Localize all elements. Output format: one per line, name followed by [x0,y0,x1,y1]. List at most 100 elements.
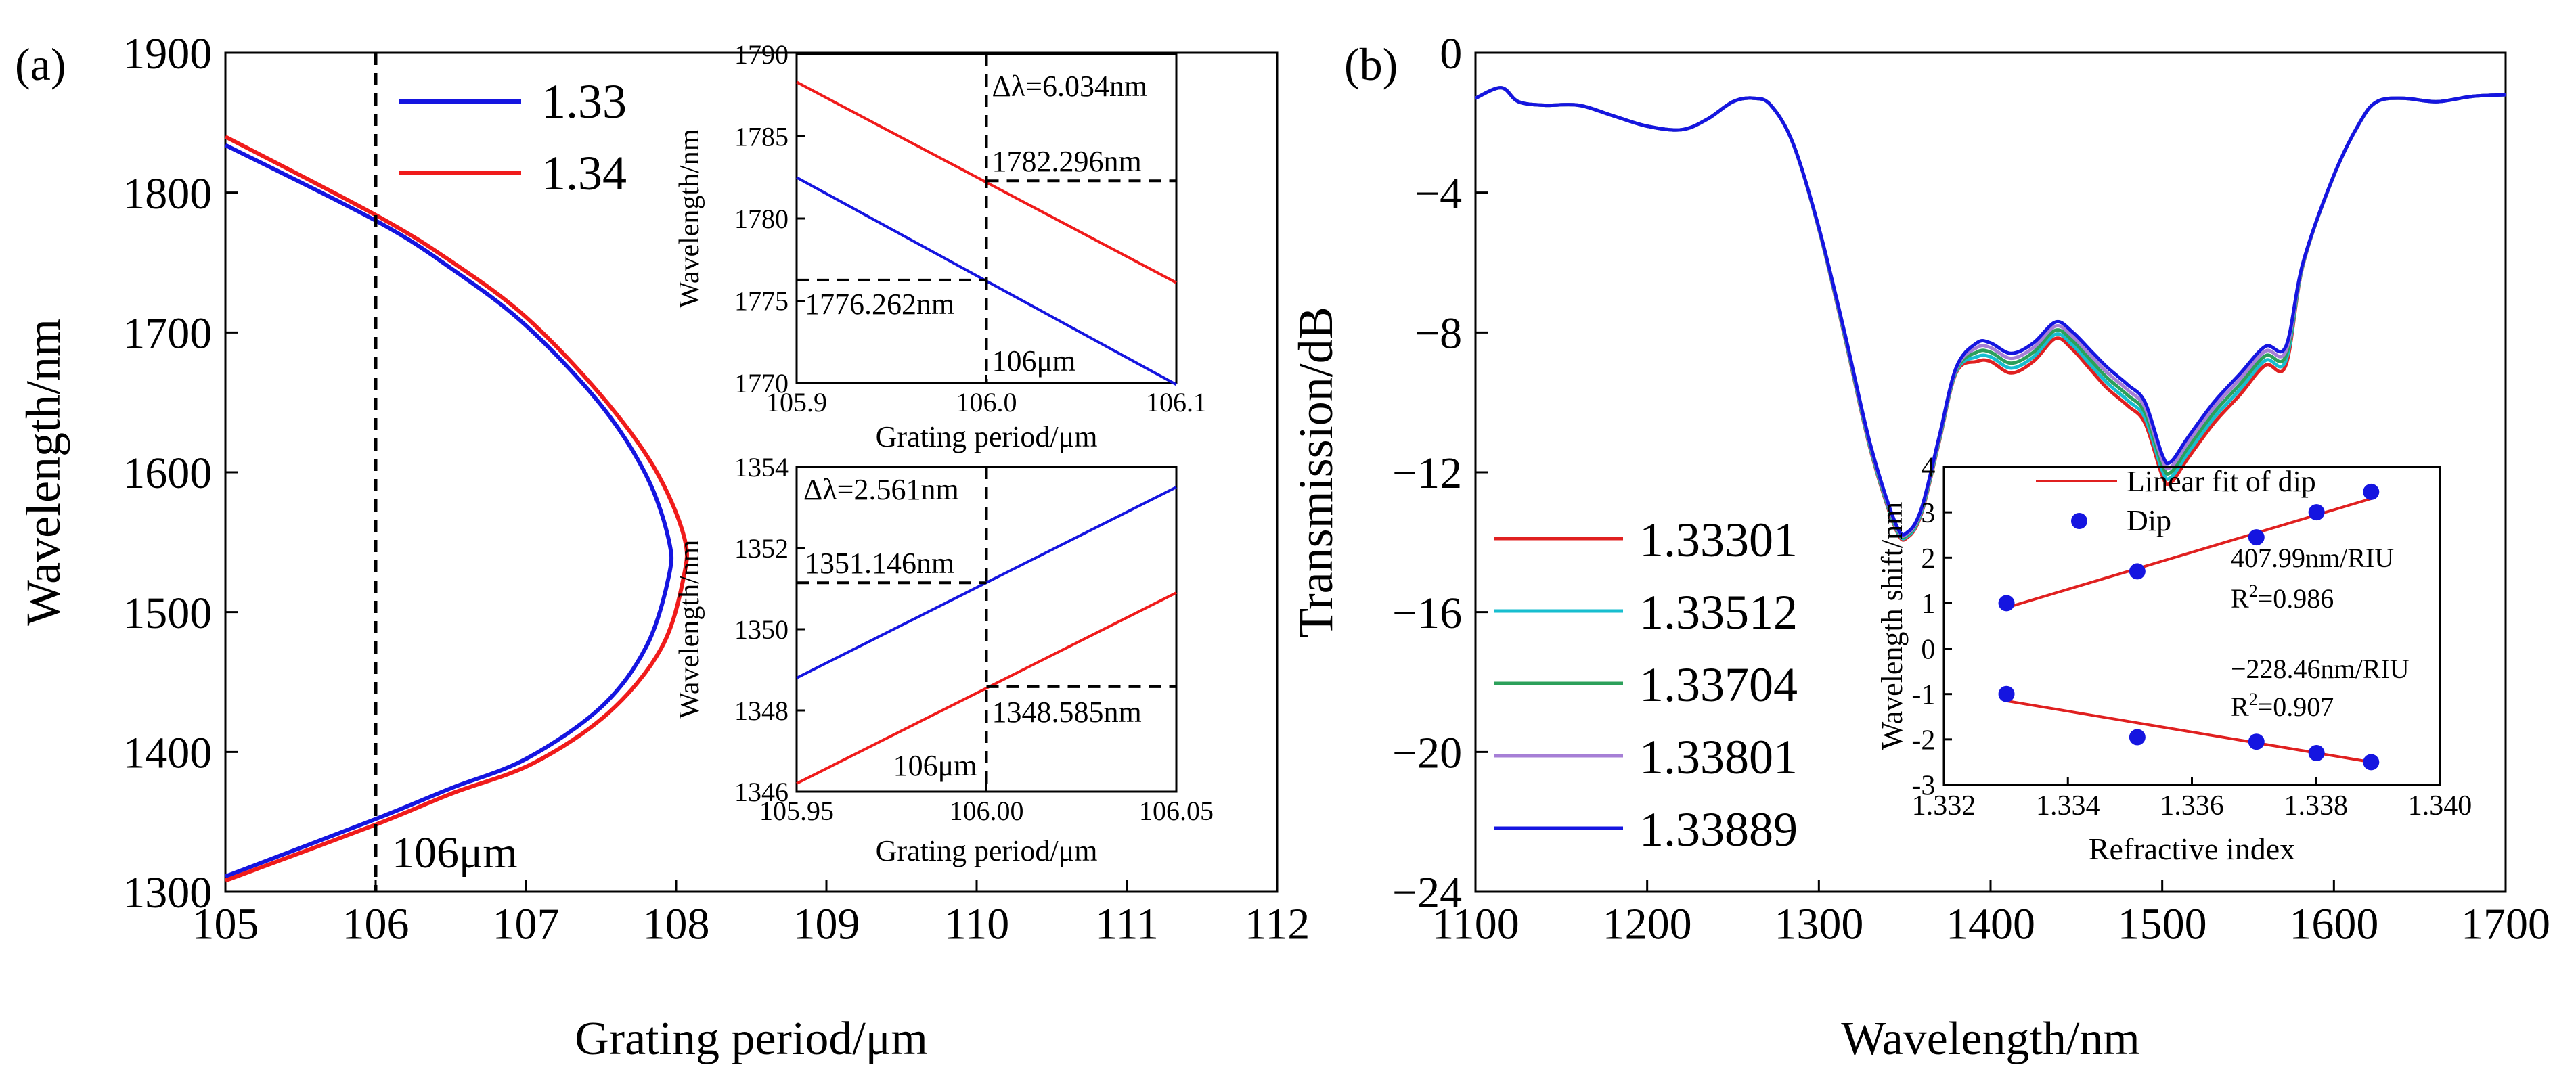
panel-b-curve-133801 [1474,86,2506,538]
inset-bottom-label-1348: 1348.585nm [992,696,1142,729]
inset-top-ytick-label: 1790 [734,39,789,70]
panel-b-curve-133301 [1474,86,2506,542]
panel-b-xtick-label: 1200 [1603,899,1692,949]
inset-b-dip-point [1998,595,2015,612]
panel-b-ytick-label: −12 [1392,449,1462,498]
inset-top-ylabel: Wavelength/nm [674,129,705,308]
inset-top-ytick-label: 1775 [734,286,789,317]
panel-a-ytick-label: 1900 [123,29,212,78]
panel-b-legend-text: 1.33801 [1639,730,1798,784]
inset-top-label-1776: 1776.262nm [805,288,954,321]
inset-bottom-xtick-label: 106.00 [950,796,1024,826]
inset-top-xtick-label: 106.0 [956,387,1017,417]
inset-b-dip-point [2248,529,2265,546]
panel-a-xtick-label: 110 [944,899,1010,949]
panel-a-vline-label: 106μm [392,828,518,878]
inset-bottom-delta-label: Δλ=2.561nm [803,473,959,506]
panel-a-series-n134 [224,135,689,883]
panel-a-series-n133 [224,143,674,879]
inset-b-xtick-label: 1.340 [2408,790,2472,821]
panel-a-legend-text: 1.33 [541,74,627,129]
inset-b-dip-point [1998,685,2015,702]
inset-b-dip-point [2129,563,2146,580]
inset-b-ytick-label: 1 [1921,589,1935,620]
panel-a-ytick-label: 1300 [123,868,212,917]
inset-bottom-ytick-label: 1348 [734,696,789,726]
inset-b-legend-fit-text: Linear fit of dip [2127,465,2316,498]
inset-b-upper-slope-label: 407.99nm/RIU [2231,543,2394,573]
panel-a-legend-text: 1.34 [541,146,627,200]
inset-bottom-ytick-label: 1352 [734,533,789,564]
panel-b-legend-text: 1.33301 [1639,513,1798,567]
panel-a-xtick-label: 112 [1245,899,1310,949]
panel-b-xtick-label: 1100 [1431,899,1519,949]
panel-b-legend-text: 1.33704 [1639,658,1798,712]
inset-b-ytick-label: 3 [1921,498,1935,529]
panel-b-xtick-label: 1600 [2289,899,2378,949]
panel-a-xtick-label: 109 [793,899,860,949]
panel-b-xtick-label: 1700 [2461,899,2550,949]
panel-a-xtick-label: 107 [493,899,560,949]
inset-b-xtick-label: 1.338 [2284,790,2349,821]
inset-b-dip-point [2363,483,2380,500]
panel-b-curve-133889 [1474,86,2506,537]
inset-bottom-label-1351: 1351.146nm [805,547,954,580]
panel-a-xlabel: Grating period/μm [575,1013,928,1065]
inset-b-legend-dip-marker [2071,513,2087,529]
panel-a-ytick-label: 1500 [123,589,212,638]
panel-b-ytick-label: −24 [1392,868,1462,917]
inset-bottom-xlabel: Grating period/μm [876,834,1098,867]
inset-b-xtick-label: 1.334 [2036,790,2100,821]
inset-top-delta-label: Δλ=6.034nm [992,70,1148,103]
panel-a-ytick-label: 1400 [123,728,212,777]
panel-a-xtick-label: 111 [1095,899,1159,949]
panel-a-ylabel: Wavelength/nm [16,319,70,626]
panel-b-ytick-label: −4 [1415,169,1462,219]
inset-b-xlabel: Refractive index [2089,832,2295,866]
panel-a-ytick-label: 1700 [123,309,212,358]
inset-top-ytick-label: 1780 [734,204,789,234]
inset-b-xtick-label: 1.332 [1912,790,1976,821]
panel-b-ytick-label: −20 [1392,728,1462,777]
panel-a-xtick-label: 108 [643,899,710,949]
panel-b-xtick-label: 1300 [1774,899,1863,949]
panel-b-xtick-label: 1400 [1946,899,2035,949]
inset-top-ytick-label: 1770 [734,368,789,399]
panel-b-xtick-label: 1500 [2118,899,2207,949]
inset-bottom-ytick-label: 1346 [734,777,789,807]
inset-b-ytick-label: 4 [1921,453,1935,484]
panel-a-xtick-label: 106 [342,899,409,949]
inset-b-dip-point [2248,733,2265,750]
panel-b-curve-133704 [1474,86,2506,539]
inset-b-ytick-label: -3 [1911,771,1935,802]
panel-b-xlabel: Wavelength/nm [1841,1013,2139,1065]
inset-bottom-ytick-label: 1350 [734,614,789,645]
inset-b-dip-point [2308,745,2325,761]
panel-a-xtick-label: 105 [192,899,259,949]
panel-b-frame [1474,51,2507,893]
panel-b-legend-text: 1.33889 [1639,802,1798,857]
panel-b-label: (b) [1344,39,1398,90]
inset-b-frame [1942,466,2441,786]
inset-top-xlabel: Grating period/μm [876,420,1098,453]
inset-b-dip-point [2129,729,2146,746]
inset-b-lower-r2-label: R2=0.907 [2231,689,2334,722]
inset-b-ylabel: Wavelength shift/nm [1875,502,1909,750]
inset-bottom-xtick-label: 106.05 [1139,796,1214,826]
panel-b-ylabel: Transmission/dB [1289,307,1343,637]
inset-top-106-label: 106μm [992,344,1076,378]
inset-top-ytick-label: 1785 [734,122,789,152]
panel-a-label: (a) [15,39,66,90]
inset-bottom-xtick-label: 105.95 [759,796,834,826]
panel-b-legend-text: 1.33512 [1639,585,1798,639]
inset-b-upper-r2-label: R2=0.986 [2231,581,2334,614]
panel-a-ytick-label: 1800 [123,169,212,219]
inset-bottom-ytick-label: 1354 [734,452,789,482]
panel-b-curve-133512 [1474,86,2506,541]
inset-b-dip-point [2308,504,2325,521]
inset-b-ytick-label: 0 [1921,634,1935,665]
inset-b-xtick-label: 1.336 [2160,790,2224,821]
inset-top-label-1782: 1782.296nm [992,145,1142,178]
inset-b-dip-point [2363,754,2380,771]
